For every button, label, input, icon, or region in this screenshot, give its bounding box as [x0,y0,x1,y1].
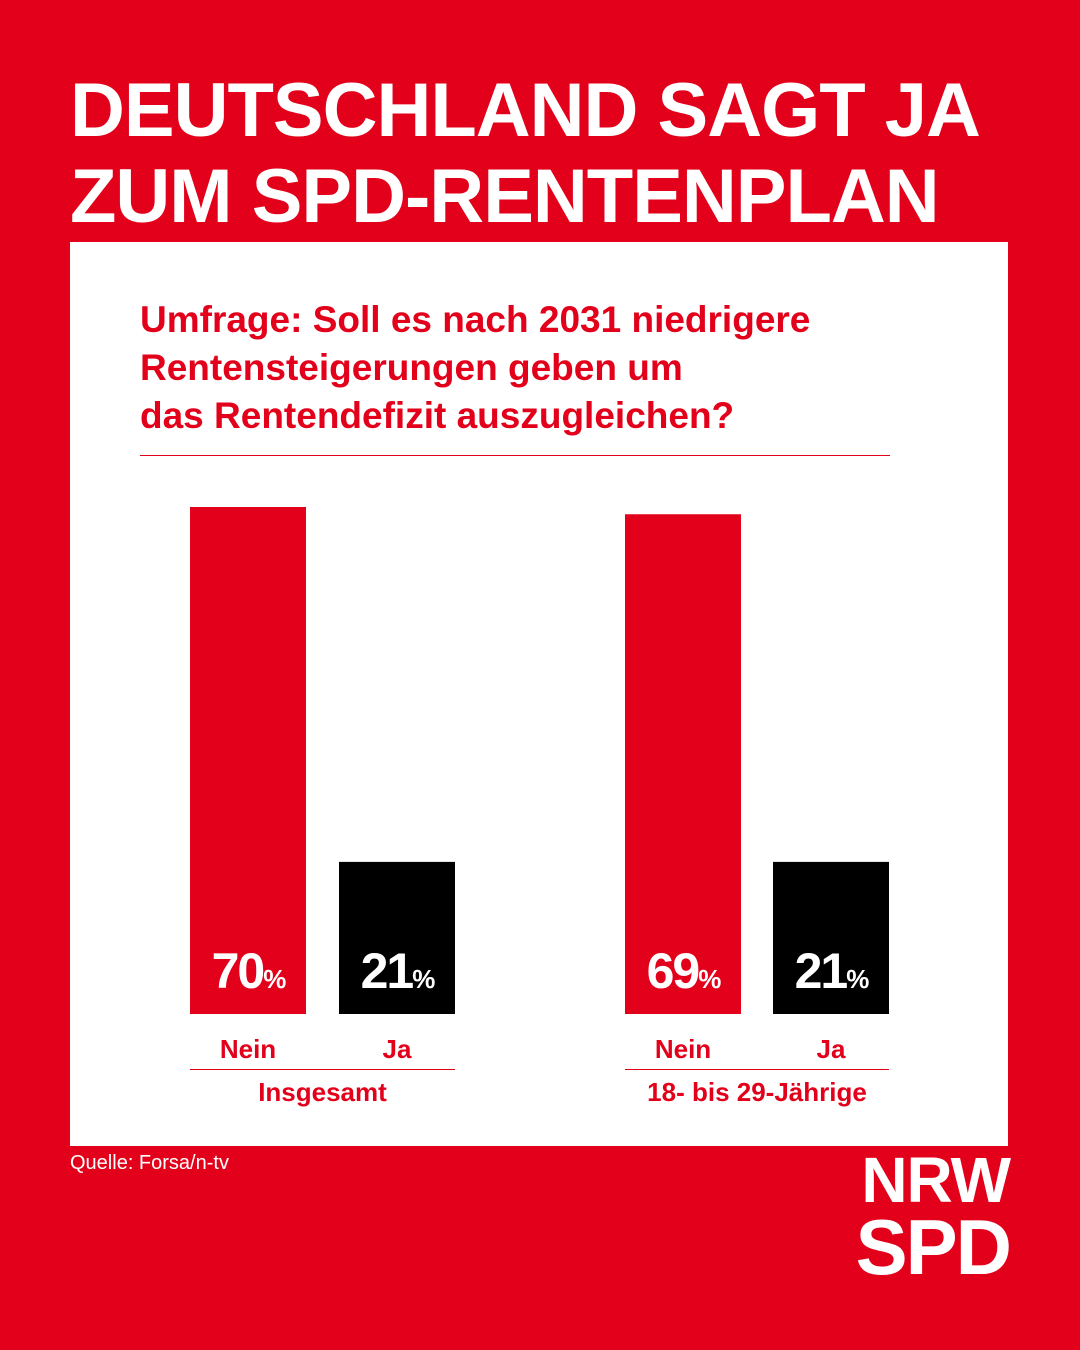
group-label: 18- bis 29-Jährige [647,1077,867,1107]
data-label: 70% [212,943,287,999]
nrwspd-logo: NRW SPD [855,1144,1012,1291]
category-label: Nein [655,1034,711,1064]
logo-line-1: NRW [861,1144,1011,1216]
chart-question: Umfrage: Soll es nach 2031 niedrigere Re… [140,296,940,440]
bar-nein [625,514,741,1014]
data-label-value: 21 [361,943,414,999]
data-label-unit: % [698,964,721,994]
data-label-unit: % [846,964,869,994]
bar-ja [339,861,455,1014]
data-label-value: 21 [795,943,848,999]
headline: DEUTSCHLAND SAGT JA ZUM SPD-RENTENPLAN [70,68,981,240]
data-label-unit: % [412,964,435,994]
data-label-value: 69 [647,943,699,999]
question-line-2: Rentensteigerungen geben um [140,347,683,388]
group-label: Insgesamt [258,1077,387,1107]
bar-nein [190,507,306,1014]
logo-line-2: SPD [855,1203,1012,1291]
category-label: Nein [220,1034,276,1064]
data-label: 21% [361,943,436,999]
headline-line-2: ZUM SPD-RENTENPLAN [70,154,940,239]
category-label: Ja [383,1034,412,1064]
data-label: 21% [795,943,870,999]
question-divider [140,455,890,456]
bar-ja [773,861,889,1014]
question-line-3: das Rentendefizit auszugleichen? [140,395,735,436]
source-note: Quelle: Forsa/n-tv [70,1152,229,1174]
headline-line-1: DEUTSCHLAND SAGT JA [70,68,981,153]
data-label-unit: % [263,964,286,994]
data-label: 69% [647,943,722,999]
category-label: Ja [817,1034,846,1064]
data-label-value: 70 [212,943,264,999]
question-line-1: Umfrage: Soll es nach 2031 niedrigere [140,299,811,340]
